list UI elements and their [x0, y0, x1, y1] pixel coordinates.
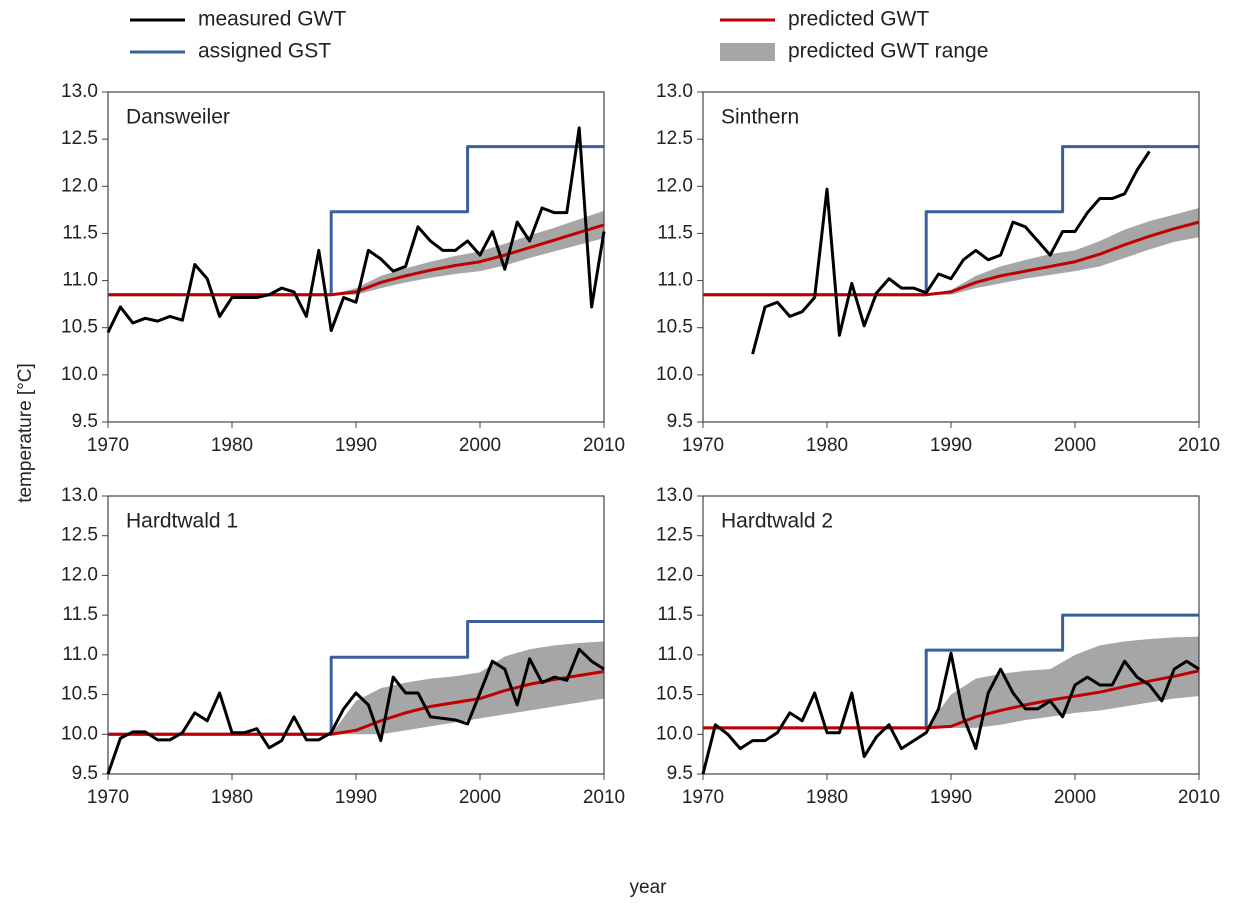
panel-title: Hardtwald 1 [126, 510, 238, 533]
x-tick-label: 2010 [1178, 787, 1220, 808]
x-tick-label: 1990 [335, 435, 377, 456]
legend-label: measured GWT [198, 8, 346, 31]
y-tick-label: 10.0 [656, 723, 693, 744]
y-tick-label: 12.0 [61, 175, 98, 196]
series-line [106, 126, 606, 334]
x-tick-label: 1980 [211, 435, 253, 456]
y-tick-label: 12.5 [656, 525, 693, 546]
y-tick-label: 12.5 [61, 525, 98, 546]
y-tick-label: 13.0 [61, 81, 98, 102]
y-tick-label: 11.0 [657, 644, 693, 665]
plot-frame [107, 495, 605, 775]
x-tick-label: 1970 [87, 435, 129, 456]
range-area [926, 207, 1199, 295]
y-tick-label: 10.0 [61, 364, 98, 385]
y-tick-label: 11.0 [657, 270, 693, 291]
y-tick-label: 9.5 [667, 411, 693, 432]
y-tick-label: 13.0 [61, 485, 98, 506]
x-tick-label: 2010 [1178, 435, 1220, 456]
x-tick-label: 2000 [1054, 435, 1096, 456]
plot-frame [702, 91, 1200, 423]
x-tick-label: 2000 [459, 787, 501, 808]
y-tick-label: 10.5 [61, 684, 98, 705]
series-line [108, 145, 604, 297]
legend-label: assigned GST [198, 40, 331, 63]
x-tick-label: 1990 [930, 787, 972, 808]
y-tick-label: 11.5 [62, 222, 98, 243]
series-line [703, 145, 1199, 297]
series-line [701, 651, 1200, 775]
x-tick-label: 2000 [459, 435, 501, 456]
range-area [331, 210, 604, 295]
x-tick-label: 2010 [583, 435, 625, 456]
legend-swatch [720, 43, 775, 61]
x-tick-label: 2000 [1054, 787, 1096, 808]
y-tick-label: 12.0 [61, 564, 98, 585]
x-tick-label: 1980 [211, 787, 253, 808]
x-tick-label: 1970 [87, 787, 129, 808]
panel-title: Dansweiler [126, 106, 230, 129]
y-tick-label: 13.0 [656, 81, 693, 102]
series-line [108, 223, 605, 297]
y-axis-label: temperature [°C] [15, 363, 36, 503]
y-tick-label: 12.0 [656, 564, 693, 585]
x-tick-label: 1990 [930, 435, 972, 456]
y-tick-label: 10.5 [656, 684, 693, 705]
panel-title: Hardtwald 2 [721, 510, 833, 533]
y-tick-label: 13.0 [656, 485, 693, 506]
x-tick-label: 2010 [583, 787, 625, 808]
range-area [926, 636, 1199, 728]
y-tick-label: 12.5 [656, 128, 693, 149]
y-tick-label: 10.5 [656, 317, 693, 338]
y-tick-label: 11.5 [62, 604, 98, 625]
legend-label: predicted GWT [788, 8, 929, 31]
x-tick-label: 1970 [682, 787, 724, 808]
plot-frame [702, 495, 1200, 775]
panel-title: Sinthern [721, 106, 799, 129]
y-tick-label: 9.5 [72, 411, 98, 432]
series-line [703, 220, 1200, 297]
series-line [751, 150, 1151, 355]
y-tick-label: 11.0 [62, 644, 98, 665]
series-line [108, 670, 605, 736]
x-axis-label: year [630, 877, 668, 898]
x-tick-label: 1970 [682, 435, 724, 456]
plot-frame [107, 91, 605, 423]
x-tick-label: 1980 [806, 435, 848, 456]
y-tick-label: 12.0 [656, 175, 693, 196]
series-line [106, 647, 605, 775]
y-tick-label: 11.5 [657, 604, 693, 625]
x-tick-label: 1990 [335, 787, 377, 808]
y-tick-label: 9.5 [72, 763, 98, 784]
legend-label: predicted GWT range [788, 40, 988, 63]
y-tick-label: 11.5 [657, 222, 693, 243]
y-tick-label: 10.0 [61, 723, 98, 744]
y-tick-label: 12.5 [61, 128, 98, 149]
x-tick-label: 1980 [806, 787, 848, 808]
y-tick-label: 10.0 [656, 364, 693, 385]
y-tick-label: 9.5 [667, 763, 693, 784]
y-tick-label: 11.0 [62, 270, 98, 291]
y-tick-label: 10.5 [61, 317, 98, 338]
range-area [331, 641, 604, 735]
